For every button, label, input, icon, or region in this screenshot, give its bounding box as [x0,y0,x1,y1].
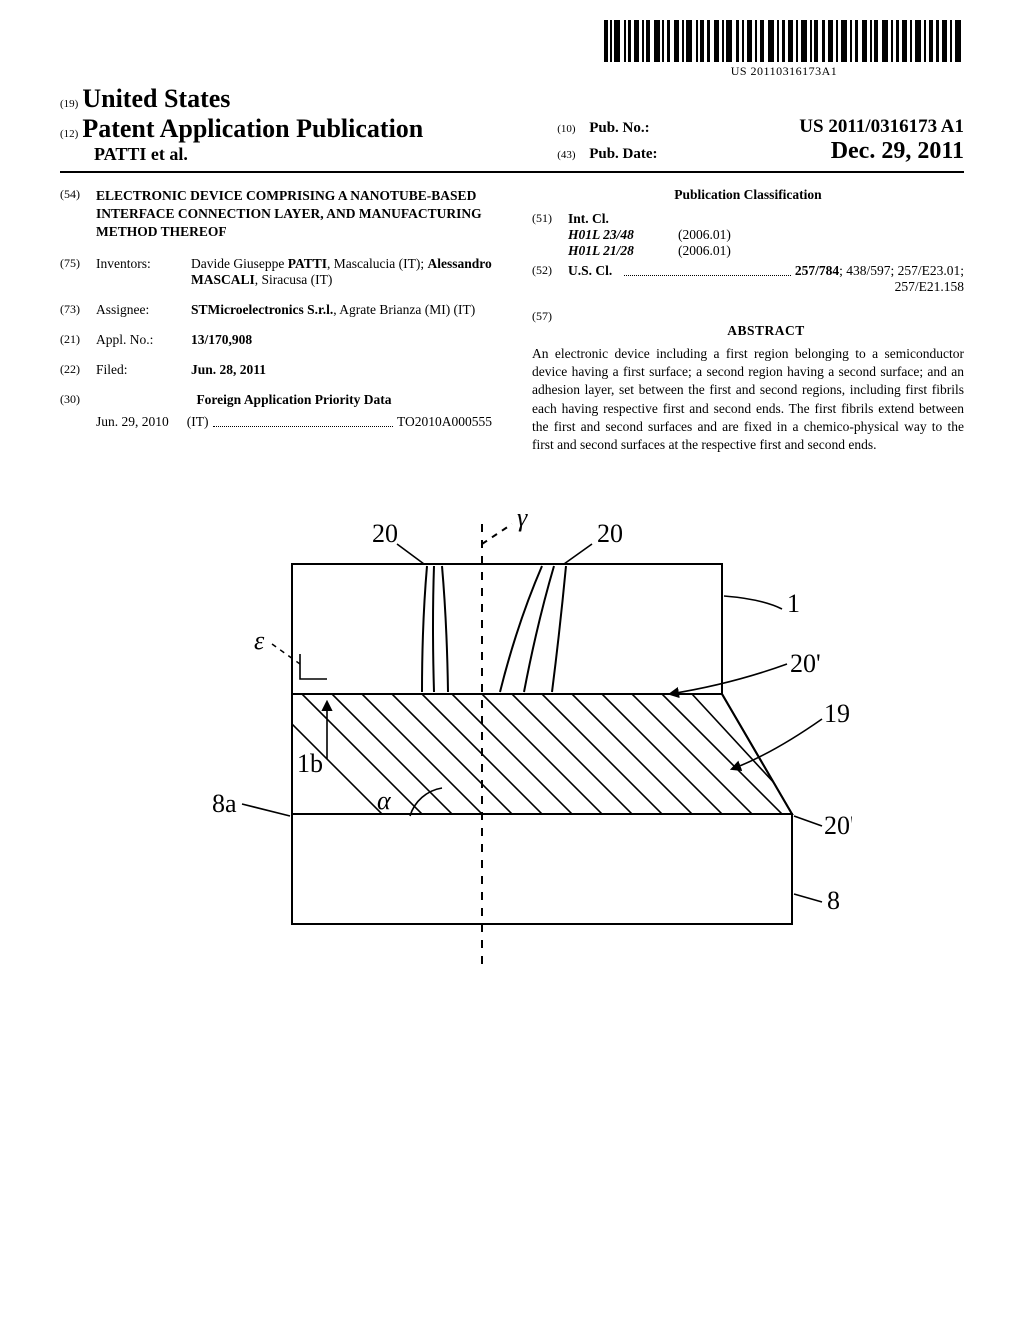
fig-label-19: 19 [824,699,850,728]
fig-label-alpha: α [377,786,392,815]
intcl-value: Int. Cl. H01L 23/48 (2006.01) H01L 21/28… [568,211,964,259]
pubdate-label: Pub. Date: [589,146,657,163]
filed-value: Jun. 28, 2011 [191,362,492,378]
header-right: (10) Pub. No.: US 2011/0316173 A1 (43) P… [557,116,964,165]
header: (19) United States (12) Patent Applicati… [60,84,964,165]
intcl-label: Int. Cl. [568,211,609,226]
assignee-rest: , Agrate Brianza (MI) (IT) [333,302,475,317]
pubdate: Dec. 29, 2011 [658,138,964,165]
uscl-value: U.S. Cl. 257/784; 438/597; 257/E23.01; 2… [568,263,964,295]
intcl1-ver: (2006.01) [678,227,964,243]
uscl-rest-1: ; 438/597; 257/E23.01; [839,263,964,278]
patent-figure: 20 20 γ ε 1 20' 19 1b 8a α 20'' 8 [172,504,852,974]
assignee-field: (73) Assignee: STMicroelectronics S.r.l.… [60,302,492,318]
filed-field: (22) Filed: Jun. 28, 2011 [60,362,492,378]
fig-label-8: 8 [827,886,840,915]
fig-label-20b: 20 [597,519,623,548]
dotted-leader-2 [624,265,791,276]
intcl2-ver: (2006.01) [678,243,964,259]
divider-top [60,171,964,173]
intcl1-sym: H01L 23/48 [568,227,678,243]
code-22: (22) [60,362,96,378]
filed-label: Filed: [96,362,191,378]
right-column: Publication Classification (51) Int. Cl.… [532,187,964,454]
uscl-label: U.S. Cl. [568,263,612,279]
bibliographic-columns: (54) ELECTRONIC DEVICE COMPRISING A NANO… [60,187,964,454]
fig-label-20a: 20 [372,519,398,548]
code-19: (19) [60,98,78,110]
inv1-pre: Davide Giuseppe [191,256,288,271]
left-column: (54) ELECTRONIC DEVICE COMPRISING A NANO… [60,187,492,454]
intcl-field: (51) Int. Cl. H01L 23/48 (2006.01) H01L … [532,211,964,259]
abstract-heading: ABSTRACT [568,323,964,339]
priority-date: Jun. 29, 2010 [96,414,169,430]
country-line: (19) United States [60,84,512,114]
code-43: (43) [557,149,589,161]
fig-label-20p: 20' [790,649,821,678]
intcl2-sym: H01L 21/28 [568,243,678,259]
invention-title: ELECTRONIC DEVICE COMPRISING A NANOTUBE-… [96,187,492,242]
applno-value: 13/170,908 [191,332,492,348]
barcode: US 20110316173A1 [604,20,964,79]
assignee-label: Assignee: [96,302,191,318]
intcl-row-1: H01L 23/48 (2006.01) [568,227,964,243]
barcode-svg [604,20,964,62]
priority-country: (IT) [187,414,209,430]
barcode-area: US 20110316173A1 [60,20,964,80]
applno-label: Appl. No.: [96,332,191,348]
authors-short: PATTI et al. [94,144,512,165]
fig-label-eps: ε [254,626,265,655]
inv1-post: , Mascalucia (IT); [327,256,427,271]
fig-label-20pp: 20'' [824,811,852,840]
assignee-name: STMicroelectronics S.r.l. [191,302,333,317]
code-52: (52) [532,263,568,295]
uscl-rest-2: 257/E21.158 [568,279,964,295]
priority-head-field: (30) Foreign Application Priority Data [60,392,492,408]
fig-label-1b: 1b [297,749,323,778]
title-field: (54) ELECTRONIC DEVICE COMPRISING A NANO… [60,187,492,242]
code-57: (57) [532,309,568,345]
dotted-leader [213,416,393,427]
code-30: (30) [60,392,96,408]
applno-field: (21) Appl. No.: 13/170,908 [60,332,492,348]
filed: Jun. 28, 2011 [191,362,266,377]
priority-number: TO2010A000555 [397,414,492,430]
uscl-field: (52) U.S. Cl. 257/784; 438/597; 257/E23.… [532,263,964,295]
pubno-line: (10) Pub. No.: US 2011/0316173 A1 [557,116,964,138]
intcl-row-2: H01L 21/28 (2006.01) [568,243,964,259]
inventors-value: Davide Giuseppe PATTI, Mascalucia (IT); … [191,256,492,288]
header-left: (19) United States (12) Patent Applicati… [60,84,512,165]
fig-label-1: 1 [787,589,800,618]
publication-type: Patent Application Publication [82,114,423,143]
priority-heading: Foreign Application Priority Data [196,392,391,407]
inventors-field: (75) Inventors: Davide Giuseppe PATTI, M… [60,256,492,288]
inv1-name: PATTI [288,256,327,271]
barcode-number: US 20110316173A1 [604,64,964,79]
code-75: (75) [60,256,96,288]
code-54: (54) [60,187,96,242]
code-73: (73) [60,302,96,318]
pubno-label: Pub. No.: [589,120,649,137]
inv2-post: , Siracusa (IT) [255,272,333,287]
abstract-text: An electronic device including a first r… [532,345,964,454]
code-12: (12) [60,128,78,140]
abstract-head-row: (57) ABSTRACT [532,309,964,345]
code-21: (21) [60,332,96,348]
fig-label-8a: 8a [212,789,237,818]
patent-page: US 20110316173A1 (19) United States (12)… [0,0,1024,1014]
uscl-main: 257/784 [795,263,839,278]
priority-row: Jun. 29, 2010 (IT) TO2010A000555 [60,414,492,430]
pubclass-heading: Publication Classification [532,187,964,203]
country: United States [82,84,230,113]
fig-label-gamma: γ [517,504,528,532]
pubtype-line: (12) Patent Application Publication [60,114,512,144]
figure-container: 20 20 γ ε 1 20' 19 1b 8a α 20'' 8 [60,504,964,974]
code-10: (10) [557,123,589,135]
inventors-label: Inventors: [96,256,191,288]
pubno: US 2011/0316173 A1 [650,116,964,138]
applno: 13/170,908 [191,332,252,347]
pubdate-line: (43) Pub. Date: Dec. 29, 2011 [557,138,964,165]
code-51: (51) [532,211,568,259]
assignee-value: STMicroelectronics S.r.l., Agrate Brianz… [191,302,492,318]
